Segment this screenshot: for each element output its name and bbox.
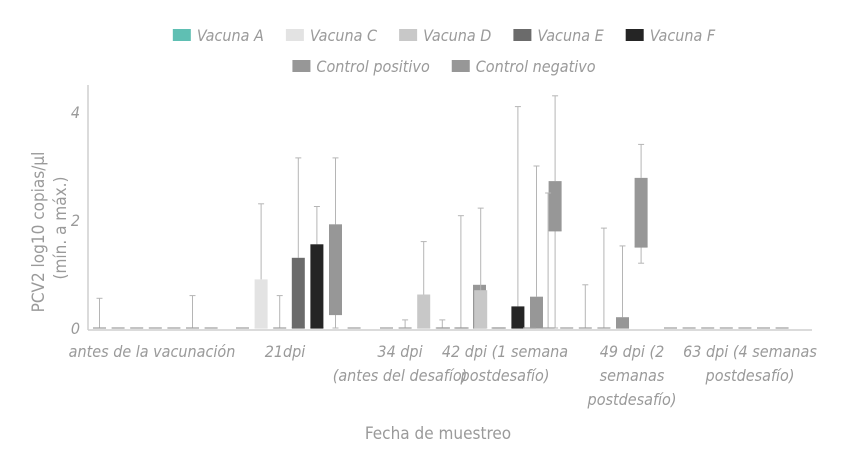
x-category-label: 34 dpi bbox=[377, 342, 422, 361]
x-category-label: 49 dpi (2 bbox=[600, 342, 665, 361]
box-g4-control-negativo bbox=[548, 181, 562, 231]
box-g3-vacuna-d bbox=[417, 294, 431, 328]
y-axis-label-line-2: (mín. a máx.) bbox=[51, 177, 71, 280]
legend-label-vacuna-f: Vacuna F bbox=[650, 26, 716, 45]
box-g2-vacuna-e bbox=[291, 257, 305, 328]
x-category-label: postdesafío) bbox=[587, 390, 677, 409]
y-tick-label: 0 bbox=[71, 319, 80, 338]
box-g5-control-positivo bbox=[616, 317, 629, 328]
legend-swatch-vacuna-e bbox=[513, 29, 532, 41]
box-g2-control-positivo bbox=[329, 224, 342, 315]
x-category-label: 21dpi bbox=[265, 342, 306, 361]
plot-area bbox=[93, 95, 789, 329]
legend-swatch-control-negativo bbox=[451, 60, 470, 72]
legend-label-vacuna-c: Vacuna C bbox=[310, 26, 378, 45]
x-category-label: (antes del desafío) bbox=[333, 366, 468, 385]
legend-swatch-vacuna-a bbox=[172, 29, 191, 41]
box-g2-vacuna-c bbox=[254, 279, 268, 328]
box-g2-vacuna-f bbox=[310, 244, 324, 328]
x-category-label: semanas bbox=[600, 366, 665, 385]
y-tick-label: 4 bbox=[71, 103, 80, 122]
box-g5-control-negativo bbox=[634, 177, 648, 247]
box-g4-control-positivo bbox=[530, 296, 543, 328]
legend-label-control-positivo: Control positivo bbox=[316, 57, 430, 76]
legend: Vacuna A Vacuna C Vacuna D Vacuna E Vacuna F… bbox=[172, 26, 716, 76]
legend-label-vacuna-e: Vacuna E bbox=[537, 26, 604, 45]
x-category-label: 63 dpi (4 semanas bbox=[683, 342, 817, 361]
box-g4-vacuna-f bbox=[511, 306, 525, 328]
legend-swatch-vacuna-d bbox=[399, 29, 418, 41]
box-g4-vacuna-d bbox=[474, 290, 488, 328]
legend-swatch-vacuna-c bbox=[285, 29, 304, 41]
x-category-label: postdesafío) bbox=[705, 366, 795, 385]
y-axis-ticks: 0 2 4 bbox=[71, 103, 80, 338]
legend-label-vacuna-d: Vacuna D bbox=[423, 26, 491, 45]
legend-label-vacuna-a: Vacuna A bbox=[197, 26, 264, 45]
x-category-label: antes de la vacunación bbox=[69, 342, 236, 361]
x-axis-categories: antes de la vacunación 21dpi 34 dpi (antes … bbox=[69, 342, 818, 409]
legend-swatch-control-positivo bbox=[292, 60, 311, 72]
x-axis-label: Fecha de muestreo bbox=[365, 424, 511, 444]
y-axis-label-line-1: PCV2 log10 copias/µl bbox=[29, 152, 49, 313]
x-category-label: postdesafío) bbox=[460, 366, 550, 385]
x-category-label: 42 dpi (1 semana bbox=[442, 342, 568, 361]
y-tick-label: 2 bbox=[71, 211, 80, 230]
legend-swatch-vacuna-f bbox=[625, 29, 644, 41]
legend-label-control-negativo: Control negativo bbox=[476, 57, 596, 76]
